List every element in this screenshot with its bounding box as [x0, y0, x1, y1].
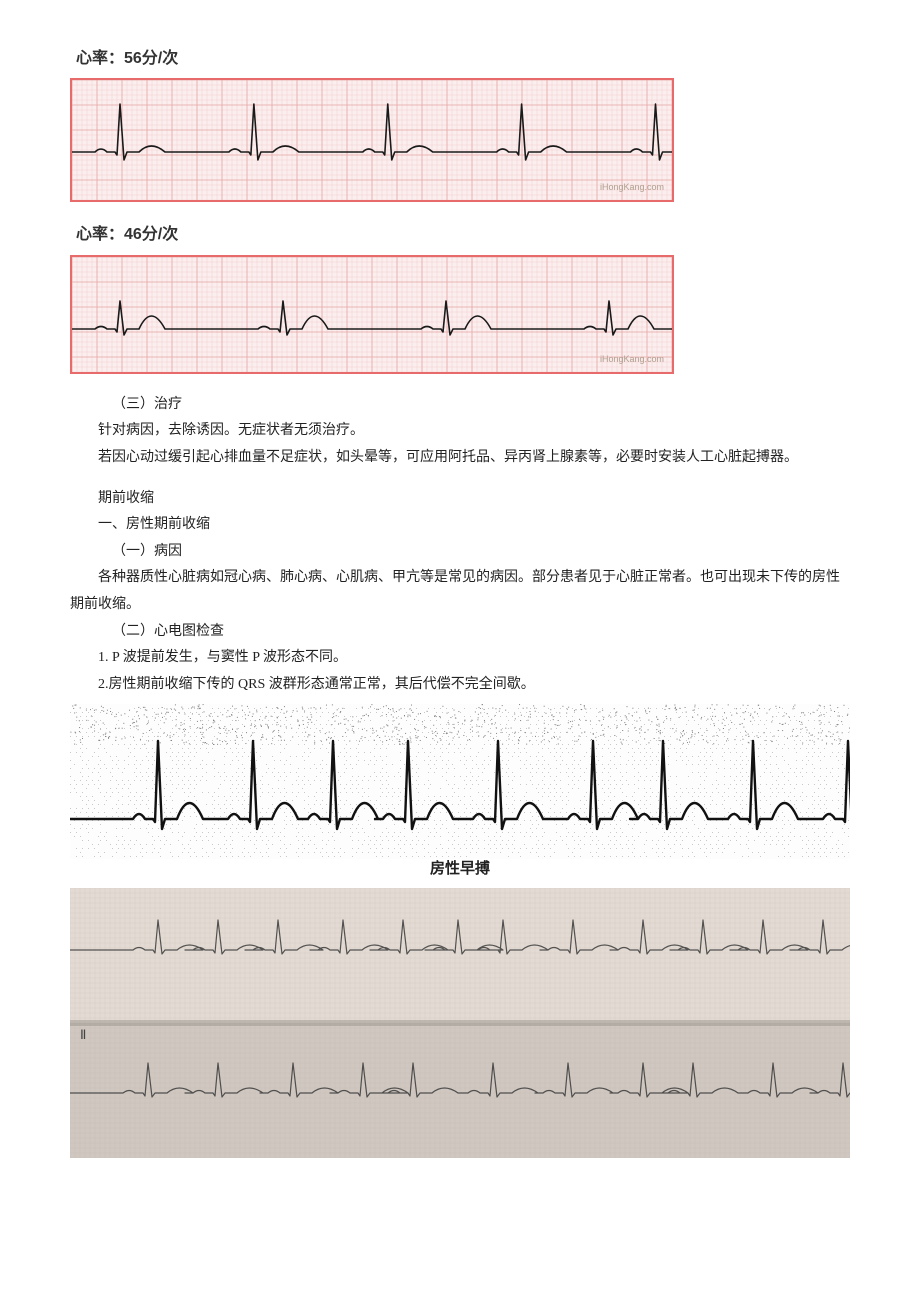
photo-ecg-trace	[70, 888, 850, 1158]
ecg-56-label: 心率：56分/次	[76, 44, 850, 74]
list-item-1: 1. P 波提前发生，与窦性 P 波形态不同。	[70, 645, 850, 672]
ecg-46-trace	[72, 257, 672, 372]
heading-atrial: 一、房性期前收缩	[70, 512, 850, 539]
para-treatment-1: 针对病因，去除诱因。无症状者无须治疗。	[70, 418, 850, 445]
lead-mark: Ⅱ	[80, 1023, 86, 1048]
pac-trace	[70, 704, 850, 859]
ecg-46-frame: iHongKang.com	[70, 255, 674, 374]
pac-figure: 房性早搏	[70, 704, 850, 884]
section-1-head: （一）病因	[70, 539, 850, 566]
ecg-56-block: 心率：56分/次 iHongKang.com	[70, 44, 850, 202]
ecg-46-block: 心率：46分/次 iHongKang.com	[70, 220, 850, 373]
pac-caption: 房性早搏	[70, 855, 850, 884]
section-2-head: （二）心电图检查	[70, 619, 850, 646]
ecg-46-label: 心率：46分/次	[76, 220, 850, 250]
heading-premature: 期前收缩	[70, 486, 850, 513]
spacer	[70, 472, 850, 486]
photo-ecg: Ⅱ	[70, 888, 850, 1158]
ecg-56-trace	[72, 80, 672, 200]
ecg-56-frame: iHongKang.com	[70, 78, 674, 202]
watermark: iHongKang.com	[600, 179, 664, 196]
section-3-head: （三）治疗	[70, 392, 850, 419]
para-cause: 各种器质性心脏病如冠心病、肺心病、心肌病、甲亢等是常见的病因。部分患者见于心脏正…	[70, 565, 850, 618]
para-treatment-2: 若因心动过缓引起心排血量不足症状，如头晕等，可应用阿托品、异丙肾上腺素等，必要时…	[70, 445, 850, 472]
list-item-2: 2.房性期前收缩下传的 QRS 波群形态通常正常，其后代偿不完全间歇。	[70, 672, 850, 699]
watermark: iHongKang.com	[600, 351, 664, 368]
